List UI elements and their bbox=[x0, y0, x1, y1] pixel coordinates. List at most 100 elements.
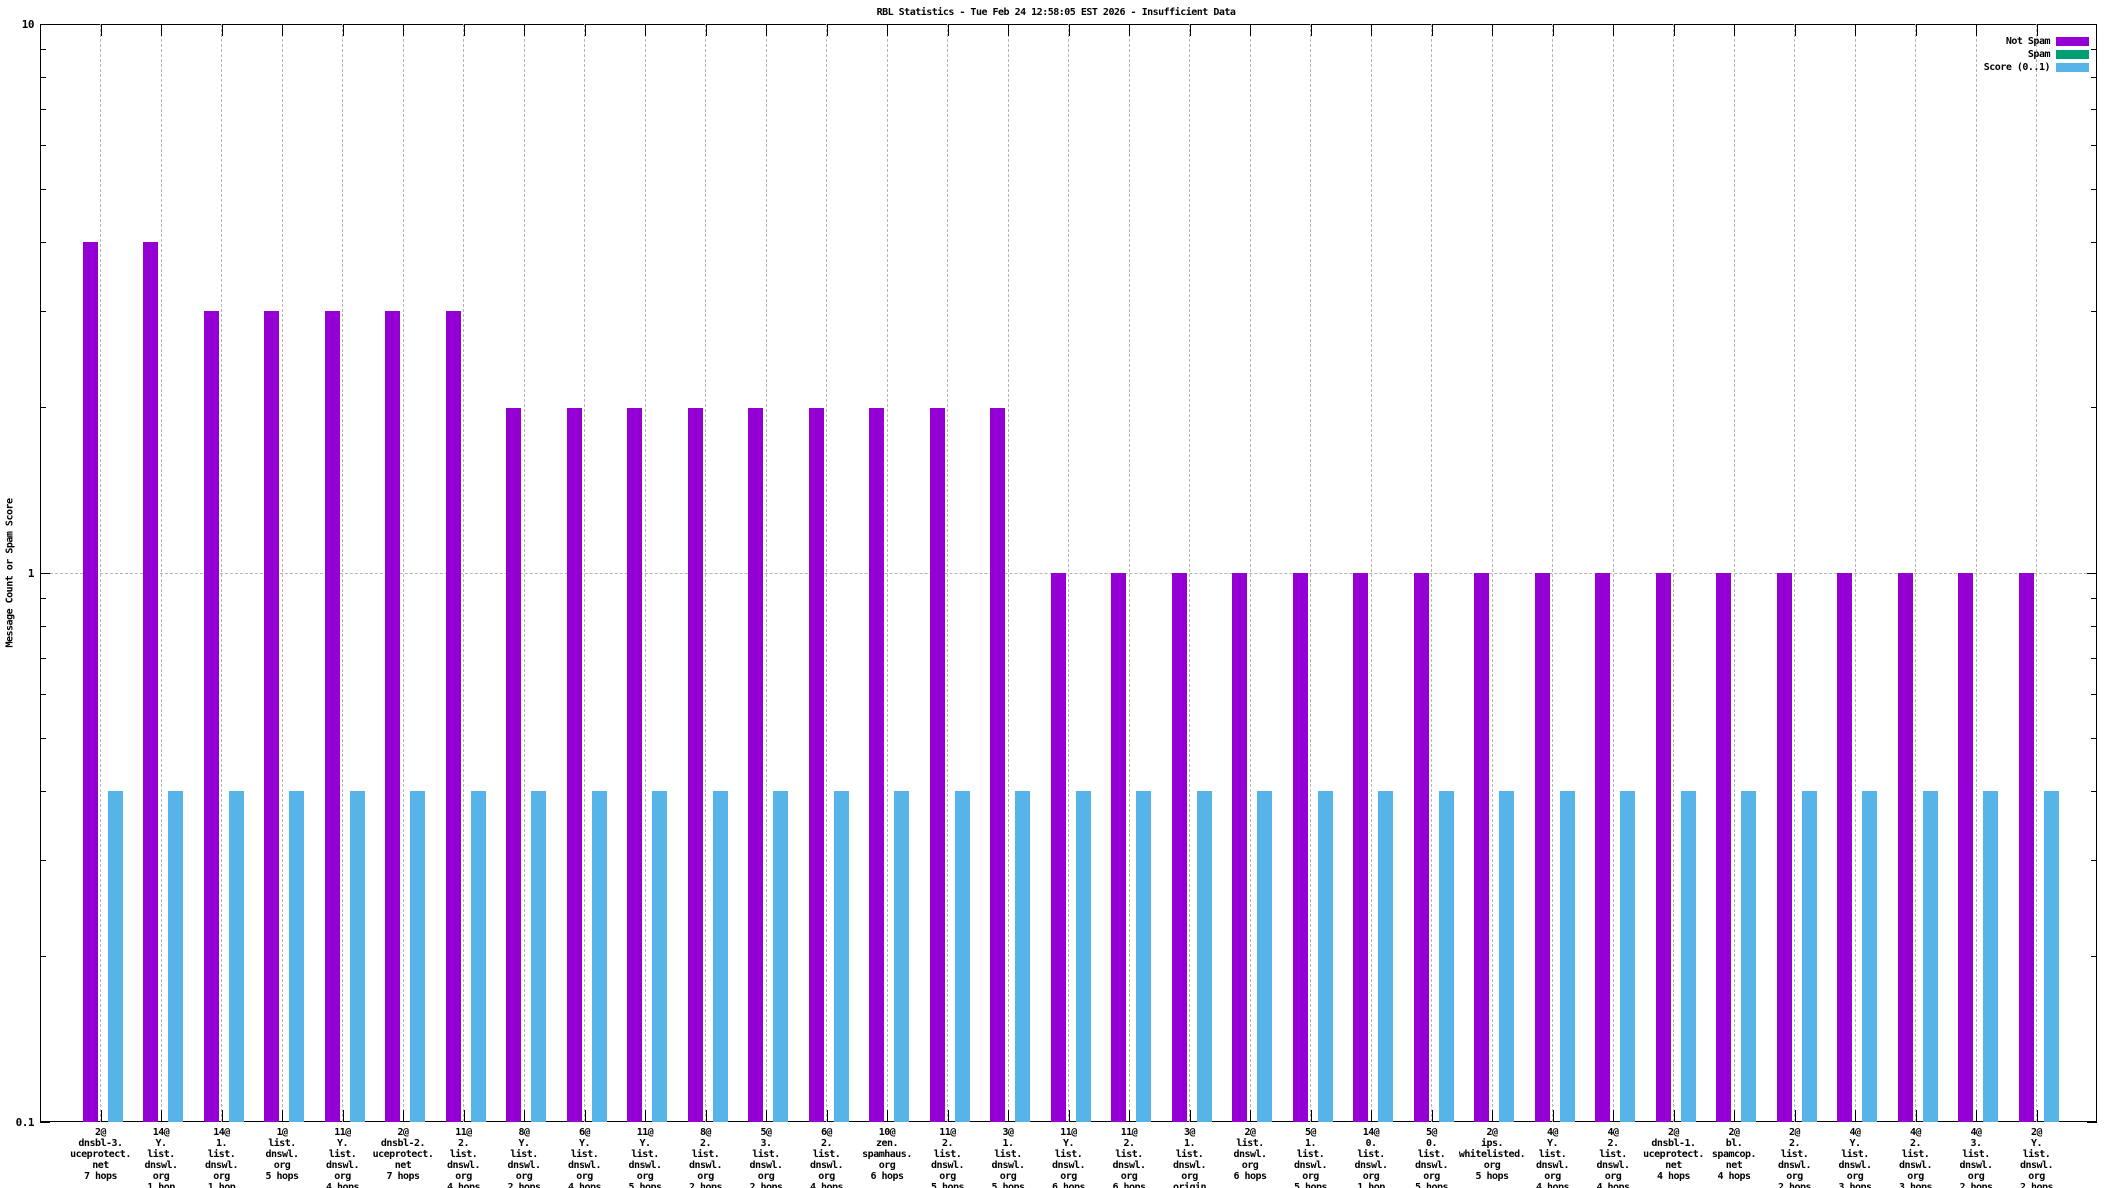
x-axis-label-line: dnswl. bbox=[446, 1160, 481, 1171]
x-axis-label-line: list. bbox=[1115, 1149, 1143, 1160]
x-tick bbox=[2036, 24, 2038, 36]
x-tick bbox=[826, 24, 828, 36]
x-axis-label: 5@ 1. list. dnswl. org 5 hops bbox=[1266, 1127, 1356, 1188]
x-axis-label-line: 11@ bbox=[1060, 1127, 1077, 1138]
x-axis-label-line: org bbox=[1846, 1171, 1864, 1182]
not-spam-bar bbox=[990, 407, 1005, 1122]
x-tick bbox=[705, 24, 707, 36]
x-axis-label-line: dnswl. bbox=[628, 1160, 662, 1171]
x-axis-label-line: org bbox=[939, 1171, 956, 1182]
x-axis-label: 11@ Y. list. dnswl. org 5 hops bbox=[600, 1127, 690, 1188]
score-0-1-bar bbox=[591, 791, 607, 1122]
not-spam-bar bbox=[385, 311, 400, 1122]
x-axis-label-line: 6 hops bbox=[1233, 1171, 1267, 1182]
x-axis-label-line: 2 hops bbox=[507, 1182, 541, 1188]
x-axis-label-line: 3. bbox=[1970, 1138, 1982, 1149]
x-axis-label-line: 7 hops bbox=[83, 1171, 118, 1182]
x-tick bbox=[584, 1110, 586, 1122]
x-axis-label-line: 1. bbox=[215, 1138, 228, 1149]
score-0-1-bar bbox=[1862, 791, 1877, 1122]
not-spam-bar bbox=[82, 242, 98, 1122]
score-0-1-bar bbox=[1680, 791, 1696, 1122]
score-0-1-bar bbox=[1559, 791, 1575, 1122]
x-axis-label-line: Y. bbox=[1546, 1138, 1559, 1149]
y-minor-tick bbox=[2091, 694, 2097, 696]
x-axis-label-line: net bbox=[1665, 1160, 1682, 1171]
score-0-1-bar bbox=[1015, 791, 1030, 1122]
x-tick bbox=[1250, 1110, 1251, 1122]
x-axis-label-line: org bbox=[1907, 1171, 1924, 1182]
x-axis-label-line: list. bbox=[1901, 1149, 1930, 1160]
not-spam-bar bbox=[445, 311, 461, 1122]
x-tick bbox=[1794, 24, 1796, 36]
x-axis-label-line: dnswl. bbox=[2019, 1160, 2054, 1171]
x-axis-label-line: org bbox=[636, 1171, 654, 1182]
x-axis-label: 1@ list. dnswl. org 5 hops bbox=[237, 1127, 327, 1182]
x-axis-label-line: org bbox=[878, 1160, 896, 1171]
x-axis-label-line: 2@ bbox=[1788, 1127, 1801, 1138]
x-tick bbox=[1250, 24, 1251, 36]
y-minor-tick bbox=[2091, 407, 2097, 409]
x-axis-label-line: list. bbox=[1296, 1149, 1325, 1160]
x-axis-label-line: 4 hops bbox=[809, 1182, 844, 1188]
x-axis-label: 2@ 2. list. dnswl. org 2 hops bbox=[1750, 1127, 1840, 1188]
x-axis-label: 11@ Y. list. dnswl. org 4 hops bbox=[298, 1127, 388, 1188]
y-major-tick bbox=[40, 1121, 50, 1123]
legend-swatch bbox=[2056, 37, 2089, 46]
not-spam-bar bbox=[1595, 573, 1610, 1122]
x-axis-label-line: 2@ bbox=[397, 1127, 409, 1138]
x-axis-label-line: dnswl. bbox=[265, 1149, 299, 1160]
x-tick bbox=[766, 1110, 767, 1122]
y-major-tick bbox=[2087, 572, 2097, 574]
score-0-1-bar bbox=[1801, 791, 1817, 1122]
x-tick bbox=[100, 1110, 102, 1122]
x-tick bbox=[342, 1110, 344, 1122]
x-tick bbox=[705, 1110, 707, 1122]
y-axis-tick-label: 10 bbox=[21, 18, 35, 31]
x-tick bbox=[1794, 1110, 1796, 1122]
x-axis-label-line: dnswl. bbox=[1414, 1160, 1449, 1171]
x-axis-label-line: 2. bbox=[699, 1138, 712, 1149]
not-spam-bar bbox=[627, 407, 642, 1122]
x-axis-label-line: 11@ bbox=[1120, 1127, 1138, 1138]
x-axis-label-line: spamcop. bbox=[1711, 1149, 1757, 1160]
x-axis-label-line: 11@ bbox=[334, 1127, 351, 1138]
score-0-1-bar bbox=[289, 791, 304, 1122]
y-minor-tick bbox=[2091, 657, 2097, 659]
x-axis-label: 11@ 2. list. dnswl. org 5 hops bbox=[903, 1127, 993, 1188]
x-axis-label-line: org bbox=[273, 1160, 291, 1171]
x-axis-label-line: dnswl. bbox=[809, 1160, 844, 1171]
y-minor-tick bbox=[2091, 597, 2097, 599]
x-tick bbox=[947, 1110, 949, 1122]
x-axis-label-line: list. bbox=[268, 1138, 296, 1149]
score-0-1-bar bbox=[349, 791, 365, 1122]
x-axis-label-line: org bbox=[1362, 1171, 1380, 1182]
x-axis-label-line: 2 hops bbox=[688, 1182, 723, 1188]
x-axis-label-line: Y. bbox=[639, 1138, 651, 1149]
x-axis-label: 11@ 2. list. dnswl. org 4 hops bbox=[419, 1127, 509, 1188]
x-axis-label-line: 5 hops bbox=[1293, 1182, 1328, 1188]
x-axis-label-line: dnswl. bbox=[1293, 1160, 1328, 1171]
not-spam-bar bbox=[748, 407, 763, 1122]
x-axis-label-line: org bbox=[152, 1171, 170, 1182]
x-tick bbox=[1613, 1110, 1614, 1122]
x-tick bbox=[1976, 1110, 1977, 1122]
x-axis-label-line: 3 hops bbox=[1898, 1182, 1933, 1188]
score-0-1-bar bbox=[168, 791, 183, 1122]
x-axis-label: 10@ zen. spamhaus. org 6 hops bbox=[842, 1127, 932, 1182]
x-axis-label-line: Y. bbox=[518, 1138, 530, 1149]
x-axis-label-line: 2 hops bbox=[1959, 1182, 1993, 1188]
score-0-1-bar bbox=[1136, 791, 1151, 1122]
x-axis-label-line: dnswl. bbox=[749, 1160, 783, 1171]
legend-swatch bbox=[2056, 50, 2089, 59]
not-spam-bar bbox=[1776, 573, 1792, 1122]
x-axis-label: 6@ 2. list. dnswl. org 4 hops bbox=[782, 1127, 872, 1188]
x-axis-label: 8@ Y. list. dnswl. org 2 hops bbox=[479, 1127, 569, 1188]
x-tick bbox=[645, 1110, 646, 1122]
x-tick bbox=[1189, 24, 1191, 36]
x-axis-label-line: list. bbox=[207, 1149, 236, 1160]
x-axis-label-line: list. bbox=[1780, 1149, 1809, 1160]
legend-item: Not Spam bbox=[1984, 35, 2089, 48]
x-axis-label-line: org bbox=[1120, 1171, 1138, 1182]
x-tick bbox=[1976, 24, 1977, 36]
